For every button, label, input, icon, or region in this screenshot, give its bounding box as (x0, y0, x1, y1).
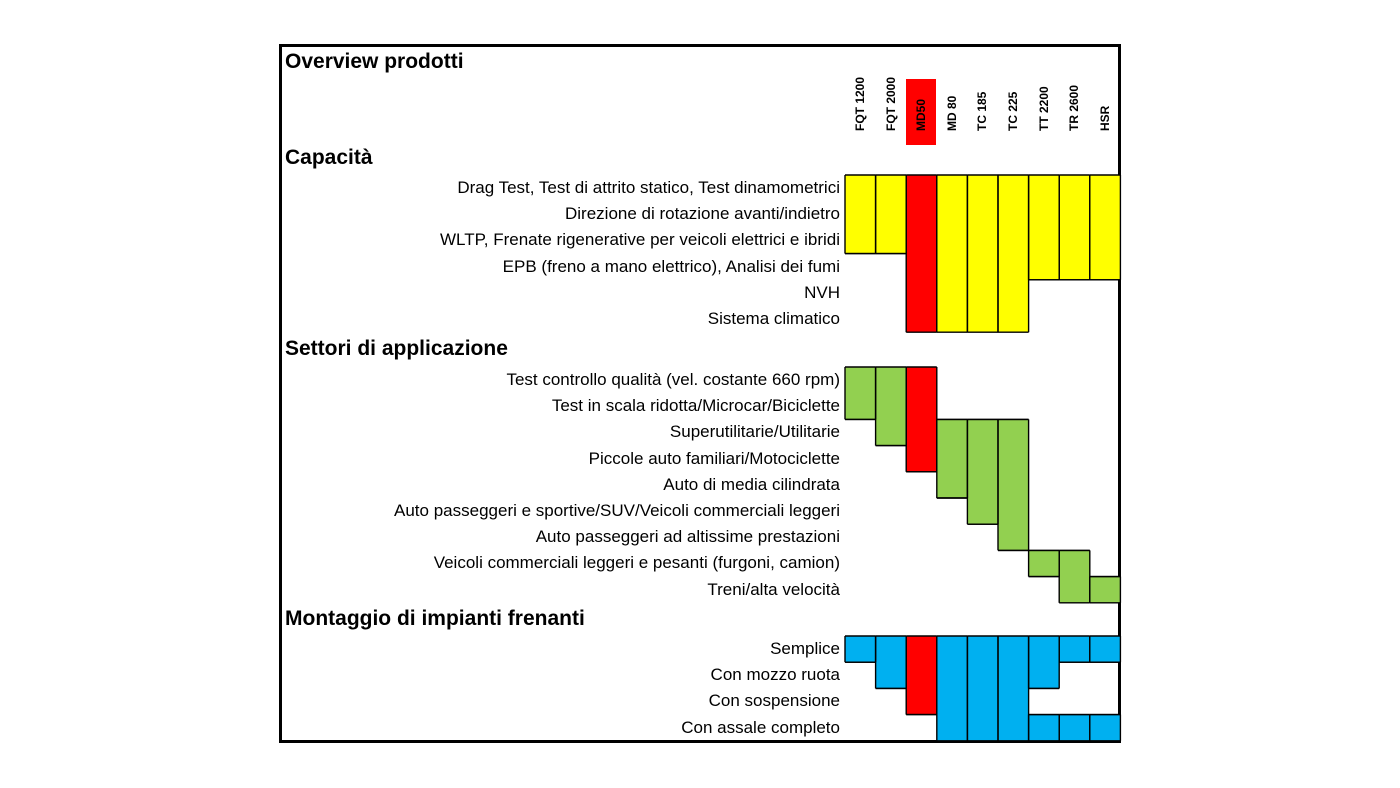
column-header-label: MD50 (914, 98, 929, 131)
column-header-fqt-2000: FQT 2000 (876, 76, 906, 145)
row-label: Drag Test, Test di attrito statico, Test… (457, 178, 840, 197)
row-label: Con mozzo ruota (710, 665, 840, 685)
row-label: Auto passeggeri e sportive/SUV/Veicoli c… (394, 501, 840, 520)
section-title-montaggio: Montaggio di impianti frenanti (285, 607, 585, 630)
column-header-md50: MD50 (906, 79, 937, 145)
column-header-tc-225: TC 225 (998, 79, 1028, 145)
column-header-label: FQT 1200 (853, 76, 867, 131)
section-title-capacita: Capacità (285, 146, 373, 169)
section-title-settori: Settori di applicazione (285, 337, 508, 360)
row-label: Auto di media cilindrata (663, 474, 840, 494)
row-label: Sistema climatico (707, 309, 840, 328)
column-header-label: TC 225 (1006, 91, 1020, 131)
row-label: Test in scala ridotta/Microcar/Biciclett… (551, 396, 840, 416)
row-label: Direzione di rotazione avanti/indietro (565, 204, 840, 224)
column-header-fqt-1200: FQT 1200 (845, 76, 875, 145)
column-header-label: HSR (1097, 105, 1112, 131)
column-header-md-80: MD 80 (937, 79, 967, 145)
row-label: Auto passeggeri ad altissime prestazioni (535, 527, 840, 547)
column-header-label: TT 2200 (1036, 86, 1051, 131)
column-header-label: FQT 2000 (883, 76, 898, 131)
row-label: Semplice (770, 639, 840, 658)
row-label: Piccole auto familiari/Motociclette (588, 448, 840, 468)
column-header-hsr: HSR (1090, 79, 1120, 145)
column-header-tc-185: TC 185 (967, 79, 997, 145)
row-label: Con assale completo (681, 717, 840, 737)
row-label: Superutilitarie/Utilitarie (669, 422, 840, 442)
row-label: Test controllo qualità (vel. costante 66… (506, 370, 840, 389)
column-header-label: MD 80 (944, 95, 959, 131)
chart-title: Overview prodotti (285, 50, 464, 73)
chart-frame (279, 44, 1121, 743)
row-label: Con sospensione (708, 691, 840, 711)
row-label: EPB (freno a mano elettrico), Analisi de… (502, 256, 840, 276)
column-header-tt-2200: TT 2200 (1029, 79, 1059, 145)
column-header-tr-2600: TR 2600 (1059, 79, 1089, 145)
row-label: Veicoli commerciali leggeri e pesanti (f… (433, 553, 840, 573)
row-label: WLTP, Frenate rigenerative per veicoli e… (440, 230, 840, 250)
column-header-label: TR 2600 (1067, 84, 1082, 131)
row-label: Treni/alta velocità (707, 579, 840, 599)
column-header-label: TC 185 (975, 91, 990, 131)
row-label: NVH (804, 282, 840, 302)
